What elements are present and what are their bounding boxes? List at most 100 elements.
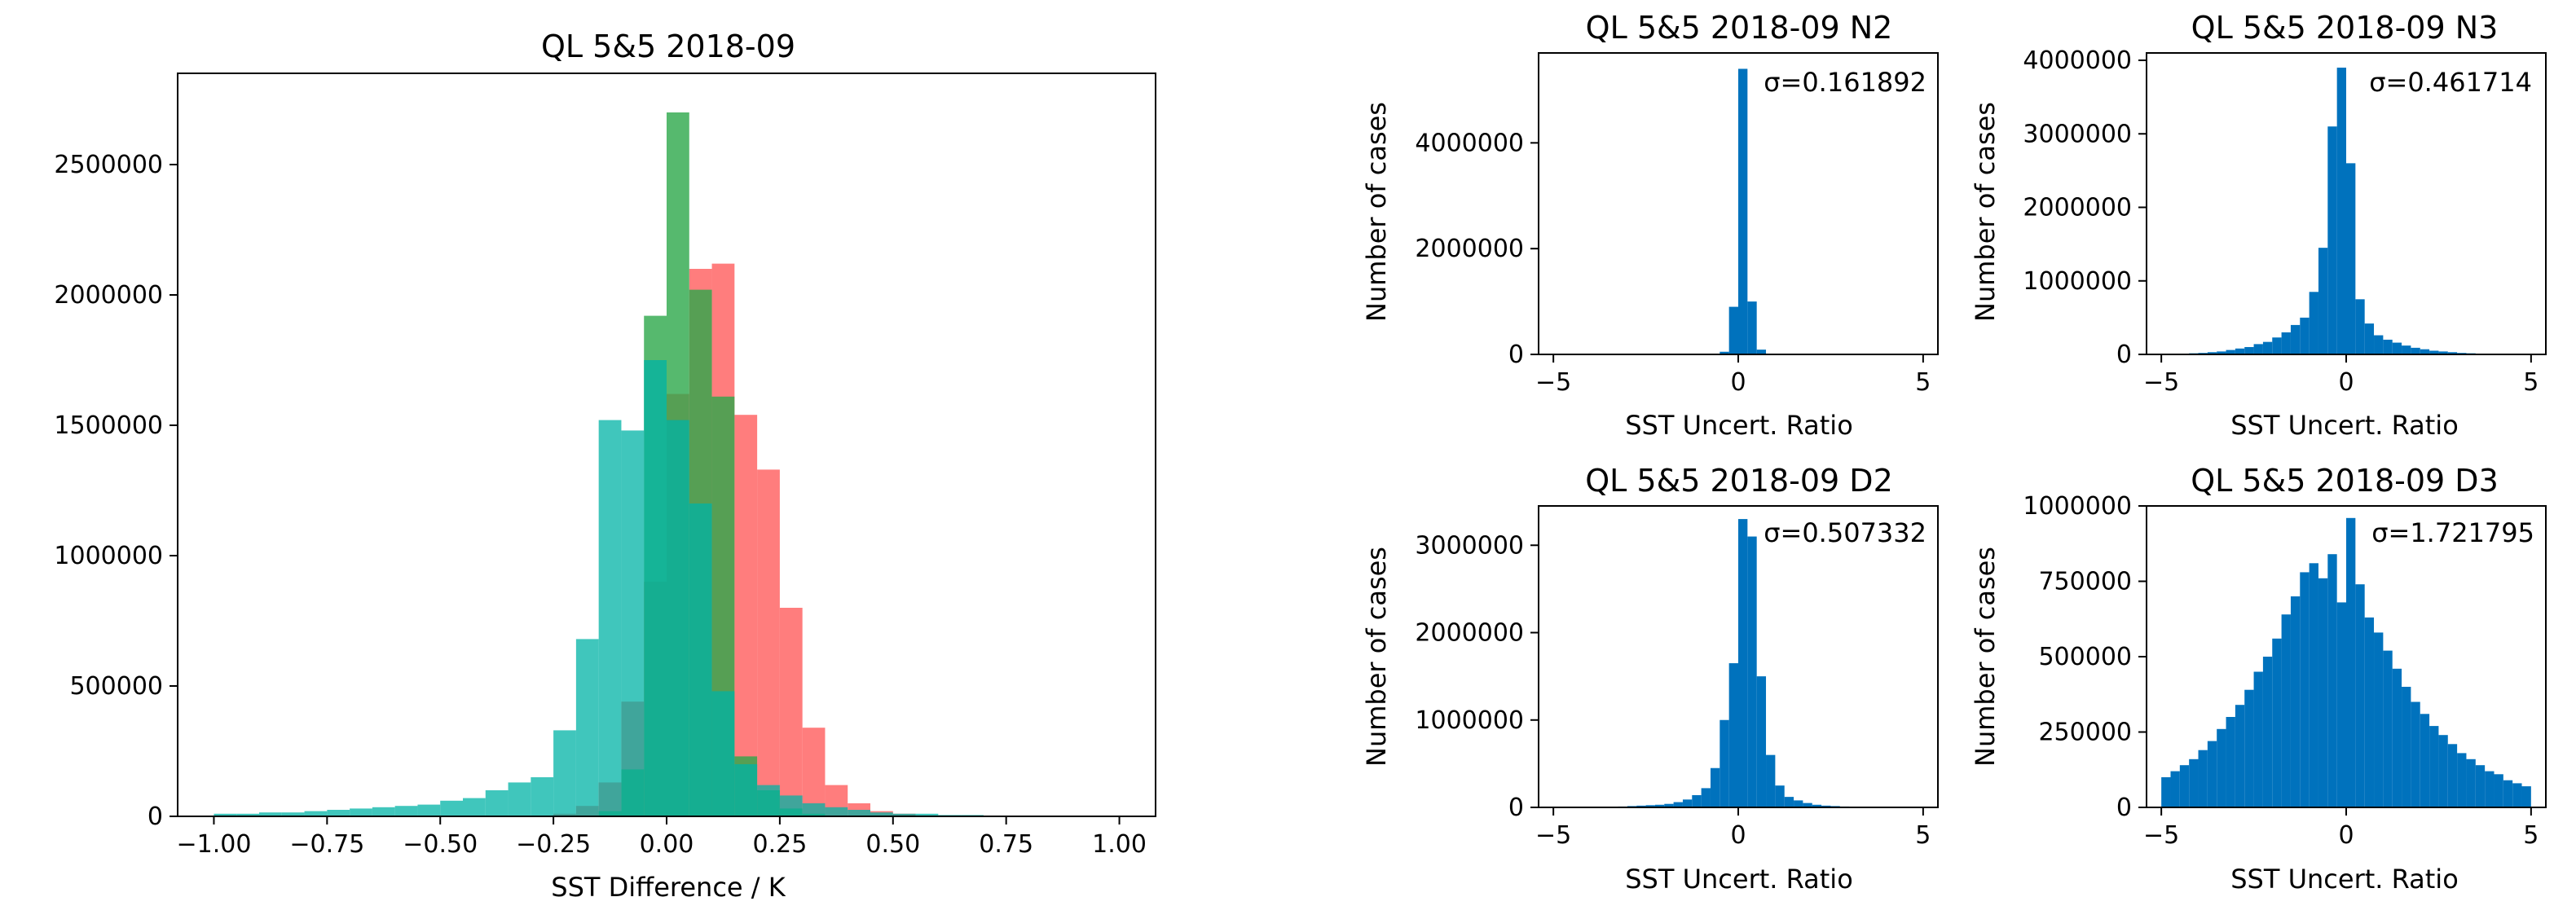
d3-histogram-bar xyxy=(2364,617,2375,807)
teal-series-bar xyxy=(644,360,667,816)
teal-series-bar xyxy=(531,777,554,816)
teal-series-bar xyxy=(417,804,441,816)
d3-histogram-bar xyxy=(2466,759,2476,807)
main-ytick-label: 500000 xyxy=(69,672,163,701)
teal-series-bar xyxy=(304,811,328,816)
d3-histogram-bar xyxy=(2457,753,2467,807)
d2-ytick-label: 2000000 xyxy=(1415,619,1524,648)
red-series-bar xyxy=(802,728,826,816)
teal-series-bar xyxy=(689,503,712,816)
n3-xtick-label: −5 xyxy=(2143,368,2179,397)
d3-histogram-bar xyxy=(2253,671,2263,807)
d2-histogram-bars xyxy=(1609,519,1868,807)
n2-xtick-label: −5 xyxy=(1535,368,1571,397)
n2-histogram-bar xyxy=(1756,350,1767,354)
n2-xtick-label: 5 xyxy=(1915,368,1931,397)
main-xtick-label: 0.50 xyxy=(865,830,920,859)
n2-histogram-bar xyxy=(1738,68,1748,354)
main-histogram-title: QL 5&5 2018-09 xyxy=(541,29,795,64)
main-xtick-label: −0.75 xyxy=(289,830,364,859)
d2-histogram-ylabel: Number of cases xyxy=(1361,547,1392,767)
n3-histogram-bar xyxy=(2272,337,2282,354)
d3-histogram-bar xyxy=(2170,771,2180,807)
n3-histogram-bar xyxy=(2244,346,2254,354)
n2-histogram-bar xyxy=(1720,351,1729,354)
n3-histogram-bar xyxy=(2402,345,2411,354)
main-ytick-label: 2500000 xyxy=(54,151,163,179)
n3-histogram-bar xyxy=(2327,126,2337,354)
d2-histogram-bar xyxy=(1794,800,1803,807)
d3-histogram-bar xyxy=(2494,774,2503,807)
d3-histogram-bar xyxy=(2318,578,2328,807)
d3-histogram-bar xyxy=(2189,759,2199,807)
d3-histogram-bar xyxy=(2392,668,2402,807)
teal-series-bar xyxy=(734,764,758,816)
n3-histogram-bar xyxy=(2364,323,2375,354)
n2-ytick-label: 0 xyxy=(1508,341,1524,369)
n3-histogram-bar xyxy=(2420,349,2430,354)
d3-histogram-bar xyxy=(2485,771,2495,807)
d3-histogram-bar xyxy=(2355,584,2365,807)
d2-xtick-label: 0 xyxy=(1730,821,1746,850)
n3-histogram-bar xyxy=(2392,342,2402,354)
n3-histogram-bar xyxy=(2262,341,2273,354)
n3-histogram-bar xyxy=(2374,335,2384,354)
d2-histogram-bar xyxy=(1747,536,1757,807)
teal-series-bar xyxy=(394,806,418,816)
n3-ytick-label: 3000000 xyxy=(2023,120,2132,148)
main-histogram-xlabel: SST Difference / K xyxy=(551,872,786,903)
d3-ytick-label: 0 xyxy=(2116,794,2132,822)
n2-histogram-panel: QL 5&5 2018-09 N2 SST Uncert. Ratio Numb… xyxy=(1361,10,1939,441)
d3-xtick-label: −5 xyxy=(2143,821,2179,850)
d2-histogram-bar xyxy=(1803,802,1812,807)
d2-histogram-bar xyxy=(1664,803,1674,807)
n2-histogram-bar xyxy=(1747,301,1757,354)
n2-histogram-bars xyxy=(1720,68,1776,354)
n3-histogram-bar xyxy=(2355,299,2365,354)
n2-ytick-label: 4000000 xyxy=(1415,129,1524,157)
d3-histogram-xlabel: SST Uncert. Ratio xyxy=(2230,864,2459,895)
teal-series-bar xyxy=(463,798,486,816)
d3-histogram-bar xyxy=(2207,741,2217,807)
d2-histogram-bar xyxy=(1636,805,1646,807)
d3-histogram-bar xyxy=(2300,572,2310,807)
teal-series-bar xyxy=(598,420,622,816)
d2-histogram-bar xyxy=(1821,805,1831,807)
main-xtick-label: 1.00 xyxy=(1092,830,1147,859)
d2-ytick-label: 0 xyxy=(1508,794,1524,822)
teal-series-bar xyxy=(779,795,803,816)
teal-series-bar xyxy=(214,813,237,816)
n2-histogram-ylabel: Number of cases xyxy=(1361,102,1392,322)
n2-xtick-label: 0 xyxy=(1730,368,1746,397)
d2-histogram-bar xyxy=(1756,676,1767,807)
d3-histogram-bar xyxy=(2447,744,2458,807)
n3-xtick-label: 5 xyxy=(2523,368,2539,397)
n3-histogram-panel: QL 5&5 2018-09 N3 SST Uncert. Ratio Numb… xyxy=(1970,10,2547,441)
n3-histogram-bar xyxy=(2207,352,2217,354)
n3-histogram-xlabel: SST Uncert. Ratio xyxy=(2230,410,2459,441)
d3-histogram-bar xyxy=(2512,783,2522,807)
teal-series-bar xyxy=(870,812,893,816)
teal-series-bar xyxy=(259,812,282,816)
teal-series-bar xyxy=(236,813,259,816)
d2-histogram-bar xyxy=(1775,785,1785,807)
n3-sigma-annotation: σ=0.461714 xyxy=(2369,67,2532,98)
d2-histogram-bar xyxy=(1728,663,1738,807)
red-series-bar xyxy=(779,608,803,816)
d2-histogram-bar xyxy=(1673,802,1683,807)
d2-ytick-label: 3000000 xyxy=(1415,531,1524,560)
d3-histogram-bar xyxy=(2198,750,2208,807)
d2-histogram-bar xyxy=(1701,788,1711,807)
main-ytick-label: 1000000 xyxy=(54,542,163,570)
d3-histogram-bar xyxy=(2290,596,2301,807)
n3-xtick-label: 0 xyxy=(2338,368,2354,397)
d2-histogram-panel: QL 5&5 2018-09 D2 SST Uncert. Ratio Numb… xyxy=(1361,463,1939,895)
teal-series-bar xyxy=(553,730,576,816)
d3-histogram-ylabel: Number of cases xyxy=(1970,547,2001,767)
d3-histogram-bar xyxy=(2217,728,2226,807)
teal-series-bar xyxy=(372,807,395,816)
d2-histogram-title: QL 5&5 2018-09 D2 xyxy=(1585,463,1893,499)
teal-series-bar xyxy=(281,812,305,816)
n3-ytick-label: 4000000 xyxy=(2023,46,2132,75)
n2-ytick-label: 2000000 xyxy=(1415,235,1524,263)
